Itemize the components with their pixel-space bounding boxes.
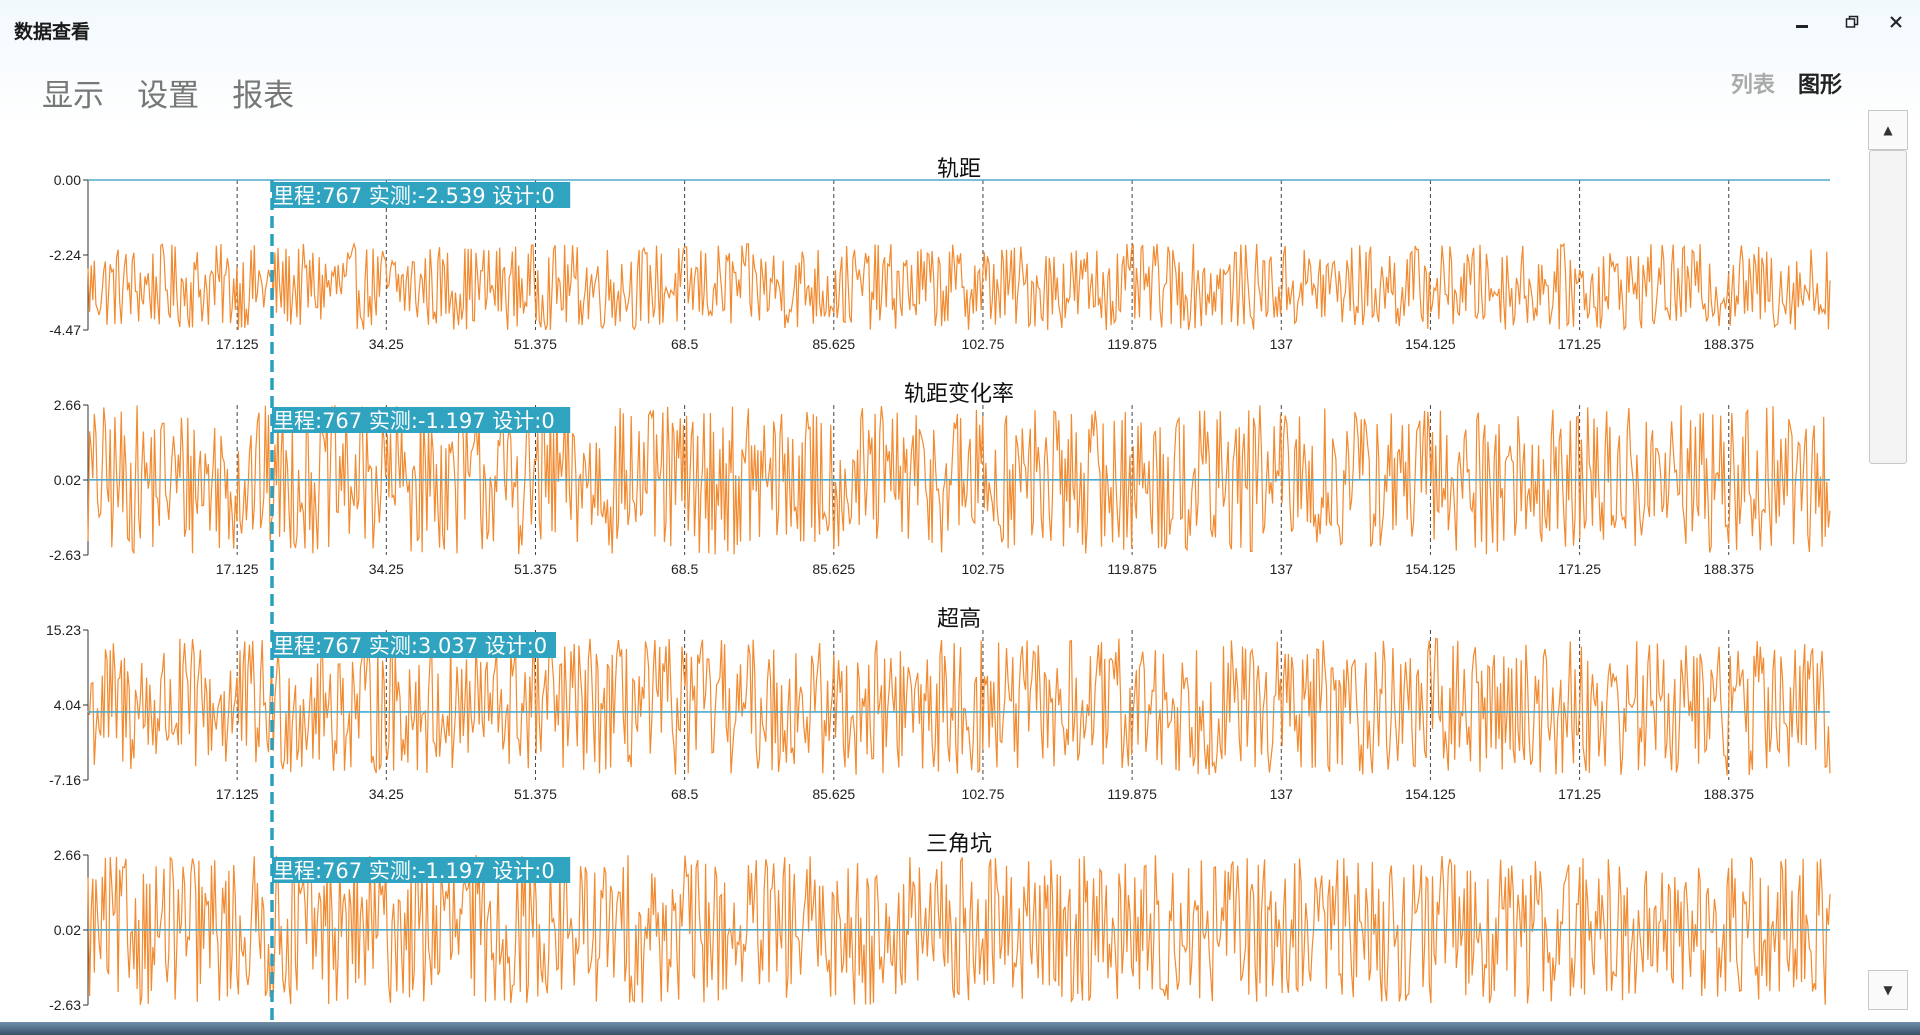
y-tick-label: -2.63 bbox=[49, 547, 81, 563]
x-tick-label: 51.375 bbox=[514, 561, 557, 577]
chart-2: 轨距变化率 2.66 0.02 -2.63 17.125 34.25 51.375 68.5 8… bbox=[49, 382, 1831, 577]
cursor-tooltip: 里程:767 实测:-2.539 设计:0 bbox=[272, 182, 571, 208]
x-tick-label: 34.25 bbox=[369, 336, 404, 352]
y-tick-label: 4.04 bbox=[54, 697, 81, 713]
x-tick-label: 171.25 bbox=[1558, 786, 1601, 802]
x-tick-label: 85.625 bbox=[812, 336, 855, 352]
x-tick-label: 34.25 bbox=[369, 786, 404, 802]
menu-item-display[interactable]: 显示 bbox=[42, 78, 104, 114]
series-line bbox=[87, 637, 1831, 776]
x-tick-label: 188.375 bbox=[1703, 336, 1754, 352]
x-tick-label: 51.375 bbox=[514, 336, 557, 352]
x-tick-label: 68.5 bbox=[671, 561, 698, 577]
y-tick-label: 15.23 bbox=[46, 622, 81, 638]
scroll-up-icon[interactable]: ▲ bbox=[1868, 110, 1908, 150]
close-icon[interactable] bbox=[1876, 6, 1916, 42]
x-tick-label: 68.5 bbox=[671, 336, 698, 352]
chart-3: 超高 15.23 4.04 -7.16 17.125 34.25 51.375 68.5 85.… bbox=[46, 607, 1831, 802]
tooltip-text: 里程:767 实测:-2.539 设计:0 bbox=[273, 184, 555, 208]
x-tick-label: 154.125 bbox=[1405, 561, 1456, 577]
y-tick-label: 0.02 bbox=[54, 922, 81, 938]
series-line bbox=[87, 241, 1831, 331]
tooltip-background bbox=[272, 182, 571, 208]
chart-title: 轨距 bbox=[937, 157, 981, 182]
view-toggle: 列表 图形 bbox=[1713, 67, 1842, 99]
series-line bbox=[87, 854, 1831, 1005]
x-tick-label: 119.875 bbox=[1107, 786, 1157, 802]
y-tick-label: -4.47 bbox=[49, 322, 81, 338]
x-tick-label: 102.75 bbox=[962, 336, 1005, 352]
x-tick-label: 17.125 bbox=[216, 786, 259, 802]
scroll-down-icon[interactable]: ▼ bbox=[1868, 970, 1908, 1010]
x-tick-label: 119.875 bbox=[1107, 561, 1157, 577]
y-tick-label: 0.00 bbox=[54, 172, 81, 188]
tooltip-text: 里程:767 实测:-1.197 设计:0 bbox=[273, 859, 555, 883]
x-tick-label: 154.125 bbox=[1405, 336, 1456, 352]
cursor-tooltip: 里程:767 实测:3.037 设计:0 bbox=[272, 632, 556, 658]
x-tick-label: 17.125 bbox=[216, 336, 259, 352]
chart-1: 轨距 0.00 -2.24 -4.47 17.125 34.25 51.375 68.5 85.… bbox=[49, 157, 1831, 352]
main-menu: 显示 设置 报表 bbox=[42, 70, 322, 114]
menu-item-report[interactable]: 报表 bbox=[232, 78, 295, 114]
cursor-tooltip: 里程:767 实测:-1.197 设计:0 bbox=[272, 857, 571, 883]
y-tick-label: -2.24 bbox=[49, 247, 81, 263]
y-tick-label: 2.66 bbox=[54, 397, 81, 413]
y-tick-label: 0.02 bbox=[54, 472, 81, 488]
tooltip-background bbox=[272, 857, 571, 883]
title-bar: 数据查看 bbox=[0, 0, 1920, 52]
x-tick-label: 102.75 bbox=[962, 786, 1005, 802]
x-tick-label: 34.25 bbox=[369, 561, 404, 577]
y-tick-label: -7.16 bbox=[49, 772, 81, 788]
x-tick-label: 188.375 bbox=[1703, 561, 1754, 577]
tooltip-background bbox=[272, 632, 556, 658]
x-tick-label: 119.875 bbox=[1107, 336, 1157, 352]
view-graph-tab[interactable]: 图形 bbox=[1797, 73, 1842, 98]
chart-title: 超高 bbox=[937, 607, 981, 632]
x-tick-label: 51.375 bbox=[514, 786, 557, 802]
x-tick-label: 137 bbox=[1270, 336, 1294, 352]
y-tick-label: -2.63 bbox=[49, 997, 81, 1013]
restore-icon[interactable] bbox=[1832, 6, 1872, 42]
view-list-tab[interactable]: 列表 bbox=[1730, 73, 1775, 98]
vertical-scrollbar[interactable]: ▲ ▼ bbox=[1868, 110, 1908, 1016]
x-tick-label: 137 bbox=[1270, 561, 1294, 577]
chart-4: 三角坑 2.66 0.02 -2.63 里程:767 实测:-1.197 设计:0 bbox=[49, 832, 1831, 1013]
x-tick-label: 85.625 bbox=[812, 786, 855, 802]
minimize-icon[interactable] bbox=[1782, 6, 1822, 42]
x-tick-label: 188.375 bbox=[1703, 786, 1754, 802]
series-line bbox=[87, 405, 1831, 555]
taskbar bbox=[0, 1022, 1920, 1035]
charts-panel: 轨距 0.00 -2.24 -4.47 17.125 34.25 51.375 68.5 85.… bbox=[46, 157, 1831, 1020]
chart-title: 三角坑 bbox=[926, 832, 992, 857]
x-tick-label: 68.5 bbox=[671, 786, 698, 802]
cursor-tooltip: 里程:767 实测:-1.197 设计:0 bbox=[272, 407, 571, 433]
tooltip-text: 里程:767 实测:-1.197 设计:0 bbox=[273, 409, 555, 433]
window-title: 数据查看 bbox=[14, 21, 91, 43]
x-tick-label: 17.125 bbox=[216, 561, 259, 577]
x-tick-label: 171.25 bbox=[1558, 336, 1601, 352]
tooltip-background bbox=[272, 407, 571, 433]
x-tick-label: 154.125 bbox=[1405, 786, 1456, 802]
chart-title: 轨距变化率 bbox=[904, 382, 1014, 407]
tooltip-text: 里程:767 实测:3.037 设计:0 bbox=[273, 634, 547, 658]
scroll-thumb[interactable] bbox=[1869, 150, 1907, 464]
menu-item-settings[interactable]: 设置 bbox=[137, 78, 200, 114]
x-tick-label: 85.625 bbox=[812, 561, 855, 577]
x-tick-label: 171.25 bbox=[1558, 561, 1601, 577]
y-tick-label: 2.66 bbox=[54, 847, 81, 863]
x-tick-label: 102.75 bbox=[962, 561, 1005, 577]
x-tick-label: 137 bbox=[1270, 786, 1294, 802]
